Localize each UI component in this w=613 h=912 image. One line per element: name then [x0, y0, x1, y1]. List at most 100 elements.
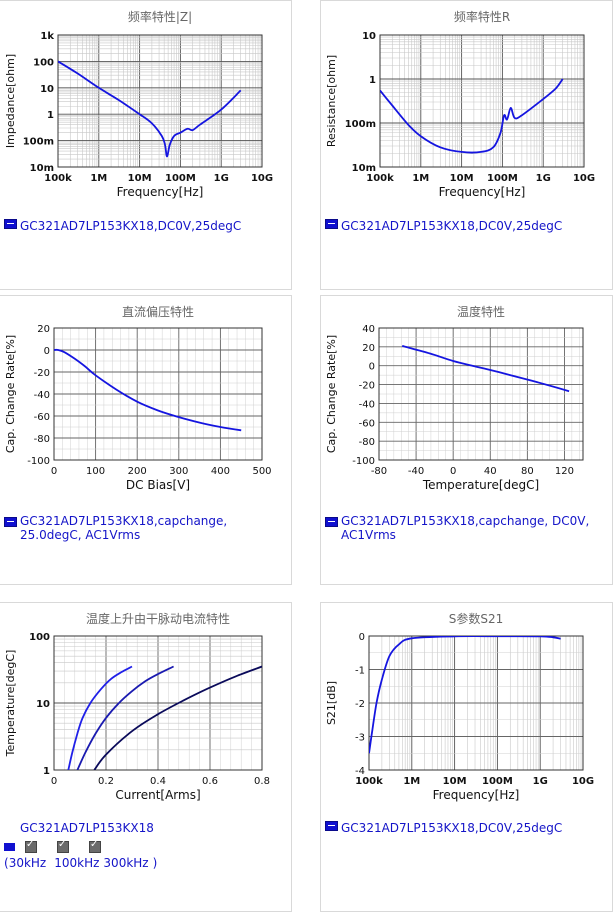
chart-resistance: 频率特性R 100k 1M 10M 100M 1G 10G 10m 100m 1 10 Frequen…: [325, 9, 595, 199]
legend-label: GC321AD7LP153KX18,DC0V,25degC: [20, 219, 242, 233]
y-axis-label: Impedance[ohm]: [4, 54, 17, 148]
legend-resistance[interactable]: GC321AD7LP153KX18,DC0V,25degC: [325, 219, 605, 233]
label-30khz: (30kHz: [4, 856, 47, 870]
y-tick-label: 1k: [40, 31, 54, 42]
series-line: [76, 665, 175, 770]
x-tick-label: 100M: [165, 173, 196, 184]
y-tick-label: 10: [36, 699, 50, 710]
x-axis-label: Frequency[Hz]: [433, 788, 520, 802]
x-tick-label: 40: [484, 466, 497, 477]
x-axis-label: DC Bias[V]: [126, 478, 190, 492]
y-tick-label: 0: [359, 632, 365, 643]
y-tick-label: -80: [34, 434, 50, 445]
panel-temperature: 温度特性 -80 -40 0 40 80 120 40 20 0 -20 -40 -60 -80 -100 T…: [320, 295, 613, 585]
y-tick-label: -60: [359, 418, 375, 429]
y-tick-label: -4: [355, 766, 365, 777]
panel-dcbias: 直流偏压特性 0 100 200 300 400 500 20 0 -20 -40 -60 -80 -10…: [0, 295, 292, 585]
checkbox-300khz[interactable]: [89, 839, 101, 853]
checkbox-100khz[interactable]: [57, 839, 69, 853]
legend-label: GC321AD7LP153KX18,DC0V,25degC: [341, 821, 563, 835]
panel-ripple: 温度上升由干脉动电流特性 0 0.2 0.4 0.6 0.8 1 10 100 Current[A…: [0, 602, 292, 912]
x-tick-label: 0: [51, 466, 57, 477]
chart-title: 频率特性|Z|: [128, 9, 192, 24]
x-tick-label: 1M: [90, 173, 107, 184]
checkbox-30khz[interactable]: [25, 839, 37, 853]
x-tick-label: 100k: [366, 173, 394, 184]
x-tick-label: 1M: [403, 776, 420, 787]
x-tick-label: 100: [86, 466, 105, 477]
y-tick-label: 10: [362, 31, 376, 42]
chart-title: 温度上升由干脉动电流特性: [86, 611, 230, 626]
y-tick-label: 10m: [30, 163, 54, 174]
legend-toggle-icon[interactable]: [4, 517, 17, 527]
series-line: [369, 636, 561, 754]
legend-toggle-icon[interactable]: [325, 821, 338, 831]
x-tick-label: 300: [169, 466, 188, 477]
check-labels: (30kHz 100kHz 300kHz): [4, 855, 161, 871]
legend-label: GC321AD7LP153KX18,capchange, 25.0degC, A…: [20, 514, 228, 542]
chart-title: S参数S21: [449, 611, 504, 626]
x-tick-label: 0: [450, 466, 456, 477]
series-line: [380, 78, 564, 154]
y-tick-label: 1: [47, 110, 54, 121]
x-tick-label: 500: [252, 466, 271, 477]
y-tick-label: -40: [34, 390, 50, 401]
x-tick-label: 0.4: [150, 776, 166, 787]
x-axis-label: Frequency[Hz]: [439, 185, 526, 199]
series-checkboxes: (30kHz 100kHz 300kHz): [4, 839, 161, 871]
chart-temperature: 温度特性-80 -40 0 40 80 12040200-20-40-60-80-100T…: [325, 304, 584, 492]
chart-ripple: 温度上升由干脉动电流特性 0 0.2 0.4 0.6 0.8 1 10 100 Current[A…: [4, 611, 270, 802]
y-tick-label: 20: [37, 324, 50, 335]
plot-frame: [57, 34, 263, 168]
plot-frame: [379, 34, 585, 168]
legend-dcbias[interactable]: GC321AD7LP153KX18,capchange, 25.0degC, A…: [4, 514, 284, 542]
legend-toggle-icon[interactable]: [4, 843, 15, 851]
y-tick-label: -20: [34, 368, 50, 379]
check-row: [4, 839, 161, 855]
grid: [378, 327, 583, 461]
series-line: [401, 345, 570, 393]
legend-s21[interactable]: GC321AD7LP153KX18,DC0V,25degC: [325, 821, 605, 835]
plot-frame: [53, 327, 263, 461]
y-tick-label: -60: [34, 412, 50, 423]
x-tick-label: 10M: [450, 173, 474, 184]
legend-toggle-icon[interactable]: [4, 219, 17, 229]
y-axis-label: Resistance[ohm]: [325, 55, 338, 147]
series-line: [54, 348, 242, 432]
x-tick-label: 0.2: [98, 776, 114, 787]
x-tick-label: -40: [408, 466, 424, 477]
panel-impedance: 频率特性|Z| 100k 1M 10M 100M 1G 10G 10m 100m 1 10 100 1k…: [0, 0, 292, 290]
x-tick-label: 10G: [573, 173, 595, 184]
y-tick-label: 100m: [345, 119, 376, 130]
legend-temperature[interactable]: GC321AD7LP153KX18,capchange, DC0V, AC1Vr…: [325, 514, 605, 542]
x-tick-label: 0.6: [202, 776, 218, 787]
y-tick-label: -80: [359, 437, 375, 448]
legend-impedance[interactable]: GC321AD7LP153KX18,DC0V,25degC: [4, 219, 284, 233]
label-100khz: 100kHz: [54, 856, 100, 870]
x-tick-label: 1G: [214, 173, 229, 184]
plot-frame: [53, 635, 263, 771]
chart-s21: S参数S21 100k 1M 10M 100M 1G 10G 0 -1 -2 -3 -4 Frequen…: [325, 611, 594, 802]
x-tick-label: 0.8: [254, 776, 270, 787]
legend-label: GC321AD7LP153KX18,DC0V,25degC: [341, 219, 563, 233]
y-tick-label: -100: [352, 456, 375, 467]
legend-label: GC321AD7LP153KX18: [20, 821, 154, 835]
y-tick-label: 100: [29, 632, 50, 643]
legend-toggle-icon[interactable]: [325, 517, 338, 527]
y-tick-label: -20: [359, 381, 375, 392]
legend-toggle-icon[interactable]: [325, 219, 338, 229]
x-axis-label: Current[Arms]: [115, 788, 200, 802]
y-tick-label: 100: [33, 57, 54, 68]
y-tick-label: 10m: [352, 163, 376, 174]
grid: [53, 635, 263, 771]
y-tick-label: -1: [355, 666, 365, 677]
plot-frame: [378, 327, 584, 461]
chart-title: 温度特性: [457, 304, 505, 319]
y-tick-label: 10: [40, 84, 54, 95]
label-300khz: 300kHz): [103, 856, 158, 870]
y-axis-label: S21[dB]: [325, 681, 338, 725]
x-axis-label: Temperature[degC]: [422, 478, 539, 492]
series-line: [67, 665, 133, 770]
y-tick-label: 100m: [23, 137, 54, 148]
